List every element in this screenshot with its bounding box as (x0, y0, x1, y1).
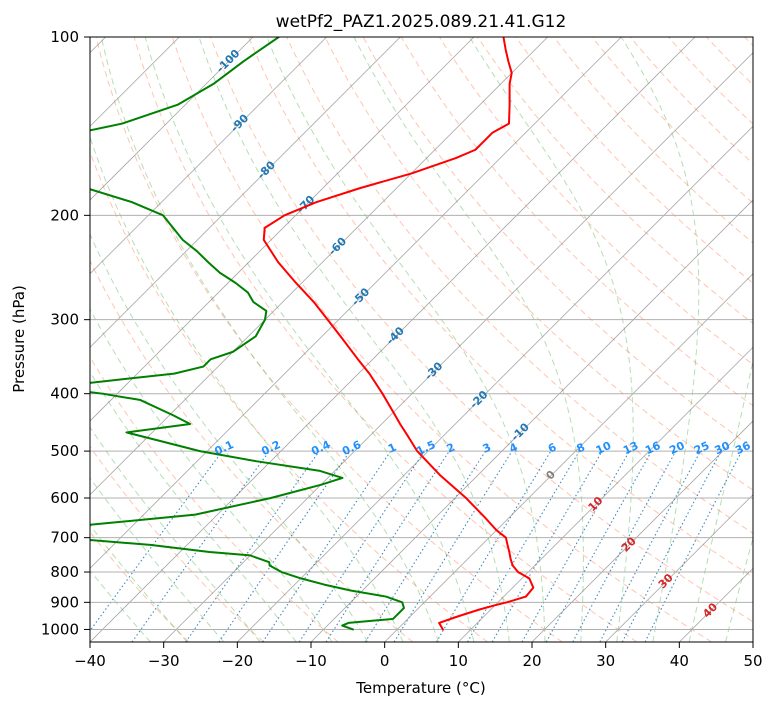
moist-adiabat-line (198, 37, 510, 642)
mixing-ratio-line (185, 450, 320, 642)
dry-adiabat-line (133, 37, 638, 642)
x-tick-label: 30 (596, 652, 615, 670)
y-tick-label: 500 (50, 442, 79, 460)
moist-adiabat-line (90, 135, 404, 642)
mixing-ratio-label: 16 (643, 439, 663, 457)
x-tick-label: −40 (74, 652, 106, 670)
mixing-ratio-line (521, 450, 630, 642)
isotherm-line (237, 125, 753, 642)
moist-adiabat-line (90, 524, 188, 642)
isotherm-line (90, 37, 327, 275)
moist-adiabat-line (266, 37, 546, 642)
mixing-ratio-label: 13 (621, 439, 640, 457)
dry-adiabat-line (515, 37, 753, 284)
moist-adiabat-line (100, 37, 439, 642)
dry-adiabat-line (171, 37, 712, 642)
x-tick-label: −30 (148, 652, 180, 670)
y-axis-title: Pressure (hPa) (10, 285, 28, 393)
temperature-profile-line (262, 37, 535, 631)
mixing-ratio-line (298, 450, 425, 642)
mixing-ratio-line (393, 450, 513, 642)
mixing-ratio-line (262, 450, 392, 642)
x-axis: −40 −30 −20 −10 0 10 20 30 40 50 (74, 642, 763, 670)
plot-frame (89, 36, 754, 643)
dry-adiabat-line (477, 37, 753, 325)
moist-adiabat-line (620, 37, 700, 642)
pressure-gridlines (90, 37, 753, 630)
isotherm-line (90, 37, 475, 422)
y-tick-label: 300 (50, 311, 79, 329)
moist-adiabat-line (90, 233, 369, 642)
moist-adiabat-line (90, 569, 151, 642)
x-tick-label: 10 (449, 652, 468, 670)
x-tick-label: 40 (670, 652, 689, 670)
isotherms (90, 37, 753, 642)
mixing-ratio-line (572, 450, 677, 642)
isotherm-line (90, 37, 622, 569)
mixing-ratio-line (131, 450, 270, 642)
mixing-ratio-line (325, 450, 450, 642)
profile-series (90, 37, 535, 631)
isotherm-line (310, 199, 753, 642)
dry-adiabat-line (591, 37, 753, 204)
x-tick-label: 0 (380, 652, 390, 670)
x-tick-label: 20 (522, 652, 541, 670)
isotherm-line (90, 37, 548, 496)
dry-adiabats (90, 37, 753, 642)
dry-adiabat-line (90, 445, 264, 642)
chart-title: wetPf2_PAZ1.2025.089.21.41.G12 (276, 12, 567, 32)
isotherm-line (531, 420, 753, 642)
dry-adiabat-line (400, 37, 753, 407)
isotherm-line (458, 346, 753, 642)
isotherm-line (163, 52, 753, 642)
isotherm-line (384, 273, 753, 642)
moist-adiabat-line (90, 426, 261, 642)
moist-adiabat-line (90, 308, 333, 642)
moist-adiabat-line (90, 370, 297, 642)
dewpoint-profile-line (90, 37, 405, 631)
dry-adiabat-line (248, 37, 753, 578)
y-tick-label: 800 (50, 563, 79, 581)
mixing-ratio-line (545, 450, 653, 642)
mixing-ratio-label: 30 (713, 439, 733, 457)
x-tick-label: −10 (295, 652, 327, 670)
dry-adiabat-line (324, 37, 753, 491)
y-tick-label: 700 (50, 529, 79, 547)
plot-area: -100-90-80-70-60-50-40-30-20-10010203040… (90, 37, 753, 642)
mixing-ratio-label: 10 (594, 439, 614, 457)
y-tick-label: 900 (50, 593, 79, 611)
moist-adiabat-line (353, 37, 584, 642)
mixing-ratio-label: 36 (733, 439, 753, 457)
isotherm-line (90, 37, 254, 201)
x-tick-label: 50 (743, 652, 762, 670)
moist-adiabat-line (688, 358, 753, 642)
isotherm-line (90, 37, 401, 348)
y-tick-label: 200 (50, 206, 79, 224)
y-tick-label: 1000 (41, 620, 79, 638)
y-tick-label: 600 (50, 489, 79, 507)
mixing-ratio-line (218, 450, 351, 642)
moist-adiabat-line (725, 536, 753, 642)
dry-adiabat-line (629, 37, 753, 165)
moist-adiabat-line (90, 476, 225, 642)
y-axis: 1000 900 800 700 600 500 400 300 200 100 (41, 28, 90, 638)
mixing-ratio-label: 20 (667, 439, 687, 457)
y-tick-label: 400 (50, 385, 79, 403)
mixing-ratio-lines (90, 450, 743, 642)
dry-adiabat-line (95, 37, 563, 642)
dry-adiabat-line (210, 37, 753, 623)
x-tick-label: −20 (222, 652, 254, 670)
mixing-ratio-line (90, 450, 223, 632)
isotherm-line (90, 37, 696, 642)
mixing-ratio-line (644, 450, 743, 642)
isotherm-line (605, 494, 753, 642)
x-axis-title: Temperature (°C) (355, 679, 485, 697)
moist-adiabat-line (144, 37, 475, 642)
mixing-ratio-label: 25 (692, 439, 711, 457)
dry-adiabat-line (90, 259, 414, 642)
y-tick-label: 100 (50, 28, 79, 46)
